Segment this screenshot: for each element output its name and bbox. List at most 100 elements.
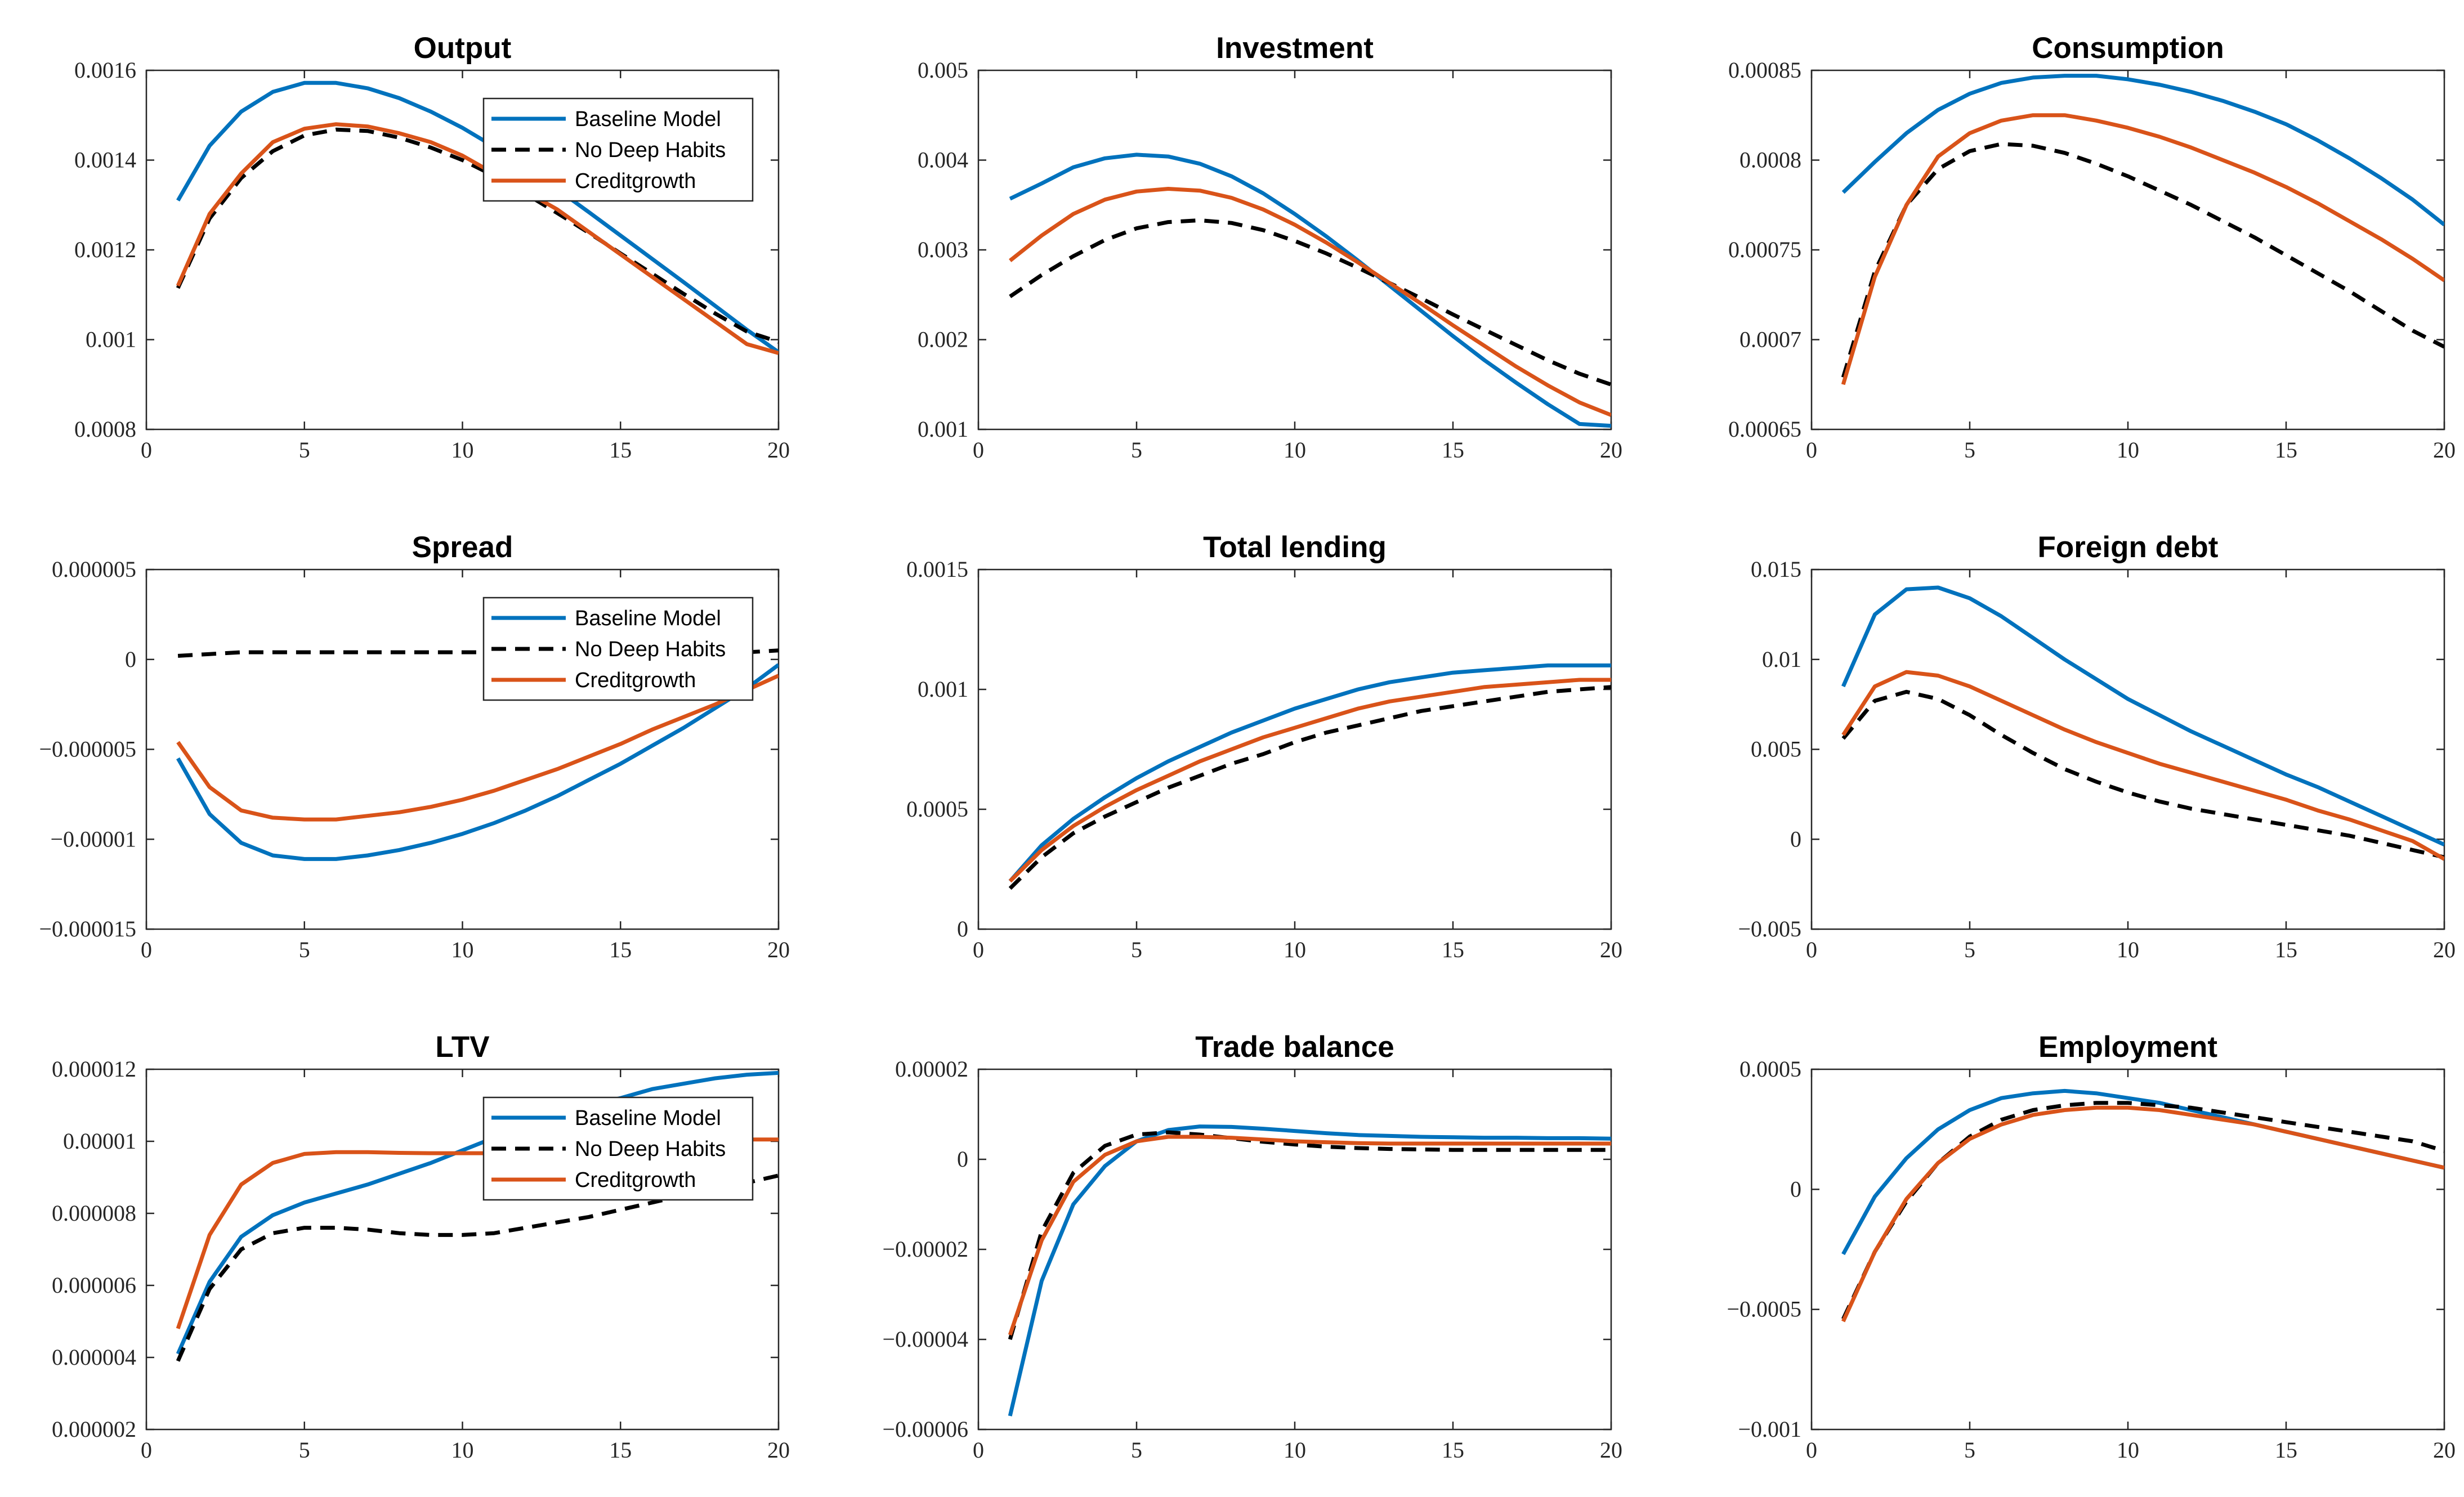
plot-frame [1810, 1068, 2445, 1431]
x-tick-label: 10 [1284, 1437, 1306, 1463]
y-tick-label: 0.00065 [1728, 416, 1801, 442]
y-tick-label: 0.005 [918, 57, 968, 83]
x-tick-label: 10 [2117, 937, 2139, 962]
x-tick-label: 15 [1442, 1437, 1464, 1463]
y-tick-label: 0.000012 [52, 1056, 136, 1082]
x-tick-label: 15 [2275, 937, 2297, 962]
legend: Baseline Model No Deep Habits Creditgrowth [482, 97, 754, 202]
x-tick-label: 0 [141, 1437, 152, 1463]
x-tick-label: 10 [2117, 437, 2139, 463]
x-tick-label: 10 [451, 437, 474, 463]
y-tick-label: 0.0012 [74, 237, 136, 262]
x-tick-label: 20 [1600, 937, 1622, 962]
y-tick-label: −0.000015 [39, 916, 136, 942]
y-tick-label: 0.0014 [74, 147, 136, 173]
panel-total-lending: Total lending 0 5 10 15 20 0 0.0005 0.001 0.0015 [906, 531, 1622, 962]
y-tick-label: −0.00004 [882, 1326, 968, 1352]
x-tick-label: 5 [1131, 937, 1142, 962]
x-tick-label: 20 [2433, 937, 2456, 962]
x-tick-label: 20 [767, 1437, 790, 1463]
plot-frame [977, 1068, 1612, 1431]
x-tick-label: 20 [2433, 437, 2456, 463]
series-creditgrowth [1841, 1105, 2444, 1323]
x-tick-label: 15 [2275, 1437, 2297, 1463]
x-tick-label: 0 [1806, 1437, 1817, 1463]
x-tick-label: 0 [1806, 937, 1817, 962]
series-baseline-model [1841, 74, 2444, 227]
x-tick-label: 0 [141, 437, 152, 463]
y-tick-label: 0.015 [1751, 557, 1801, 582]
panel-ltv: LTV 0 5 10 15 20 0.000002 0.000004 0.000006 0.000… [52, 1030, 790, 1463]
y-tick-label: −0.0005 [1727, 1297, 1801, 1322]
series-no-deep-habits [1841, 142, 2444, 378]
x-tick-label: 10 [451, 937, 474, 962]
y-tick-label: 0.0005 [906, 796, 968, 822]
series-baseline-model [1008, 663, 1611, 883]
x-tick-label: 5 [1964, 937, 1975, 962]
legend: Baseline Model No Deep Habits Creditgrowth [482, 597, 754, 701]
panel-title: Consumption [2032, 32, 2224, 65]
x-tick-label: 0 [1806, 437, 1817, 463]
legend-label-creditgrowth: Creditgrowth [575, 669, 696, 692]
x-tick-label: 0 [141, 937, 152, 962]
y-tick-label: 0.0015 [906, 557, 968, 582]
legend-label-creditgrowth: Creditgrowth [575, 169, 696, 193]
x-tick-label: 5 [1131, 1437, 1142, 1463]
legend-label-no-deep-habits: No Deep Habits [575, 138, 726, 162]
y-tick-label: 0.000002 [52, 1417, 136, 1442]
legend-box [482, 97, 754, 202]
y-tick-label: 0.001 [86, 327, 136, 352]
y-tick-label: 0.001 [918, 416, 968, 442]
y-tick-label: −0.001 [1738, 1417, 1801, 1442]
y-tick-label: 0.001 [918, 676, 968, 702]
x-tick-label: 15 [2275, 437, 2297, 463]
legend-label-baseline-model: Baseline Model [575, 1106, 721, 1130]
x-tick-label: 0 [973, 937, 984, 962]
plot-frame [977, 568, 1612, 930]
y-tick-label: 0.000004 [52, 1344, 136, 1370]
plot-frame [1810, 568, 2445, 930]
x-tick-label: 20 [1600, 437, 1622, 463]
x-tick-label: 5 [299, 937, 310, 962]
y-tick-label: 0.000006 [52, 1272, 136, 1298]
series-no-deep-habits [1009, 218, 1611, 387]
y-tick-label: 0.0016 [74, 57, 136, 83]
legend-label-creditgrowth: Creditgrowth [575, 1168, 696, 1192]
panel-title: Total lending [1203, 531, 1387, 564]
x-tick-label: 15 [609, 937, 632, 962]
series-no-deep-habits [1008, 685, 1611, 890]
legend-label-baseline-model: Baseline Model [575, 607, 721, 630]
x-tick-label: 5 [1131, 437, 1142, 463]
panel-title: Spread [412, 531, 513, 564]
panel-employment: Employment 0 5 10 15 20 −0.001 −0.0005 0 0.0005 [1727, 1030, 2456, 1463]
y-tick-label: 0.002 [918, 327, 968, 352]
series-baseline-model [1841, 585, 2444, 846]
x-tick-label: 20 [767, 437, 790, 463]
y-tick-label: −0.000005 [39, 737, 136, 762]
x-tick-label: 15 [609, 437, 632, 463]
x-tick-label: 20 [2433, 1437, 2456, 1463]
y-tick-label: 0.00085 [1728, 57, 1801, 83]
x-tick-label: 0 [973, 1437, 984, 1463]
panel-title: Trade balance [1195, 1030, 1394, 1064]
y-tick-label: 0 [957, 916, 968, 942]
series-no-deep-habits [176, 127, 779, 344]
series-creditgrowth [1009, 187, 1611, 417]
x-tick-label: 15 [1442, 937, 1464, 962]
y-tick-label: 0.000005 [52, 557, 136, 582]
y-tick-label: 0 [1790, 826, 1801, 851]
x-tick-label: 10 [2117, 1437, 2139, 1463]
x-tick-label: 15 [609, 1437, 632, 1463]
x-tick-label: 10 [451, 1437, 474, 1463]
y-tick-label: 0 [957, 1146, 968, 1172]
y-tick-label: 0 [1790, 1176, 1801, 1202]
x-tick-label: 5 [299, 437, 310, 463]
panel-title: Output [414, 32, 512, 65]
x-tick-label: 20 [767, 937, 790, 962]
panel-title: Employment [2038, 1030, 2217, 1064]
x-tick-label: 20 [1600, 1437, 1622, 1463]
x-tick-label: 5 [1964, 437, 1975, 463]
series-no-deep-habits [1008, 1130, 1611, 1340]
x-tick-label: 10 [1284, 437, 1306, 463]
